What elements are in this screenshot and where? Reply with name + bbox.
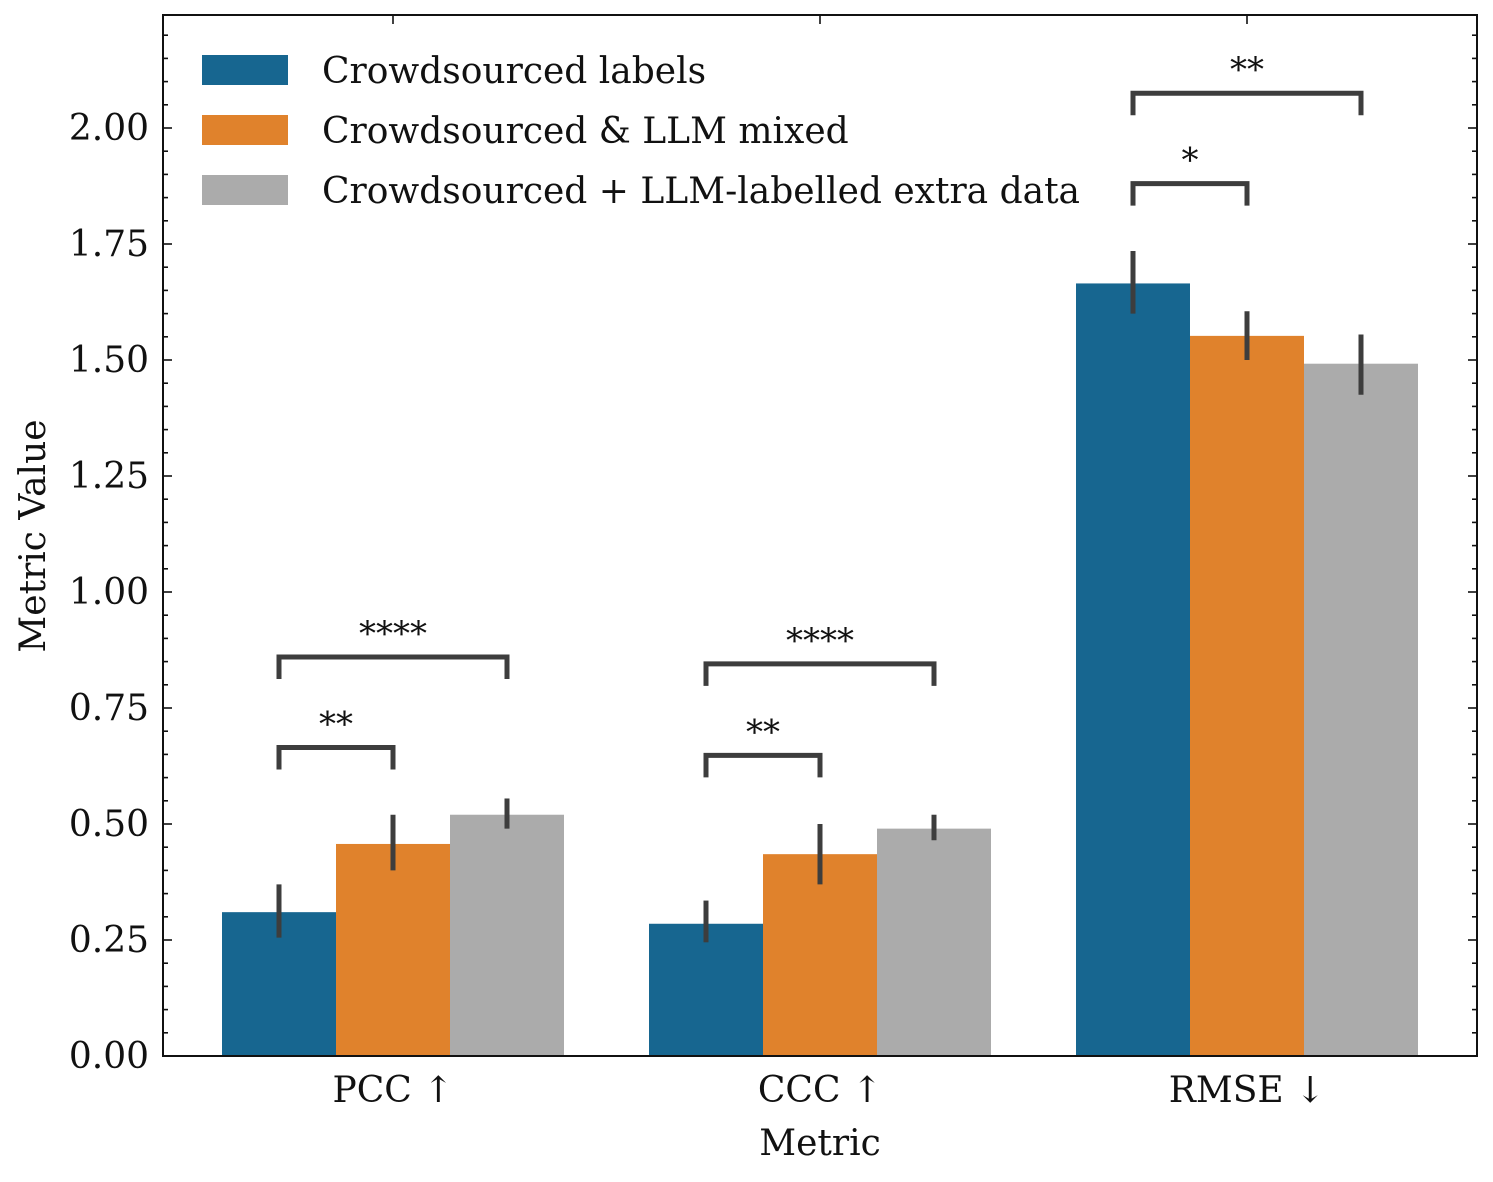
bar-1-cat-2 [649, 923, 763, 1056]
y-axis-title: Metric Value [13, 419, 54, 652]
bar-2-cat-1 [336, 843, 450, 1056]
significance-bracket-4 [703, 661, 937, 686]
significance-label-3: ** [746, 712, 780, 752]
legend: Crowdsourced labels Crowdsourced & LLM mi… [202, 51, 1080, 212]
significance-bracket-3 [703, 752, 823, 778]
significance-bracket-1 [276, 744, 396, 770]
significance-bracket-2 [276, 654, 510, 679]
axes-frame [162, 14, 1478, 1057]
significance-bracket-5 [1130, 181, 1250, 206]
significance-label-6: ** [1230, 50, 1264, 90]
y-tick-label-7: 1.75 [69, 224, 149, 265]
bar-2-cat-3 [1190, 335, 1304, 1056]
legend-label-3: Crowdsourced + LLM-labelled extra data [322, 171, 1080, 212]
bar-3-cat-2 [877, 828, 991, 1056]
significance-bracket-6 [1130, 90, 1364, 116]
error-bars-group [276, 250, 1364, 943]
x-tick-label-1: PCC ↑ [333, 1070, 454, 1111]
legend-label-2: Crowdsourced & LLM mixed [322, 111, 849, 152]
legend-swatch-2 [202, 115, 288, 145]
x-tick-labels: PCC ↑ CCC ↑ RMSE ↓ [333, 1070, 1326, 1111]
legend-swatch-3 [202, 175, 288, 205]
y-tick-label-5: 1.25 [69, 456, 149, 497]
significance-brackets-group: *************** [276, 50, 1364, 778]
bar-1-cat-3 [1076, 283, 1190, 1056]
bar-3-cat-3 [1304, 363, 1418, 1056]
y-tick-label-1: 0.25 [69, 920, 149, 961]
significance-label-2: **** [359, 614, 427, 654]
bar-2-cat-2 [763, 854, 877, 1056]
legend-swatch-1 [202, 55, 288, 85]
significance-label-4: **** [786, 621, 854, 661]
bar-3-cat-1 [450, 814, 564, 1056]
y-tick-label-8: 2.00 [69, 108, 149, 149]
y-tick-label-3: 0.75 [69, 688, 149, 729]
axes-border [162, 14, 1478, 1057]
y-tick-label-2: 0.50 [69, 804, 149, 845]
x-axis-title: Metric [759, 1123, 881, 1164]
y-tick-label-0: 0.00 [69, 1036, 149, 1077]
x-tick-label-2: CCC ↑ [758, 1070, 882, 1111]
x-tick-label-3: RMSE ↓ [1169, 1070, 1326, 1111]
bars-group [222, 283, 1418, 1056]
y-tick-label-4: 1.00 [69, 572, 149, 613]
y-tick-labels: 0.00 0.25 0.50 0.75 1.00 1.25 1.50 1.75 2.00 [69, 108, 149, 1077]
legend-label-1: Crowdsourced labels [322, 51, 706, 92]
significance-label-5: * [1182, 141, 1199, 181]
y-tick-label-6: 1.50 [69, 340, 149, 381]
significance-label-1: ** [319, 704, 353, 744]
